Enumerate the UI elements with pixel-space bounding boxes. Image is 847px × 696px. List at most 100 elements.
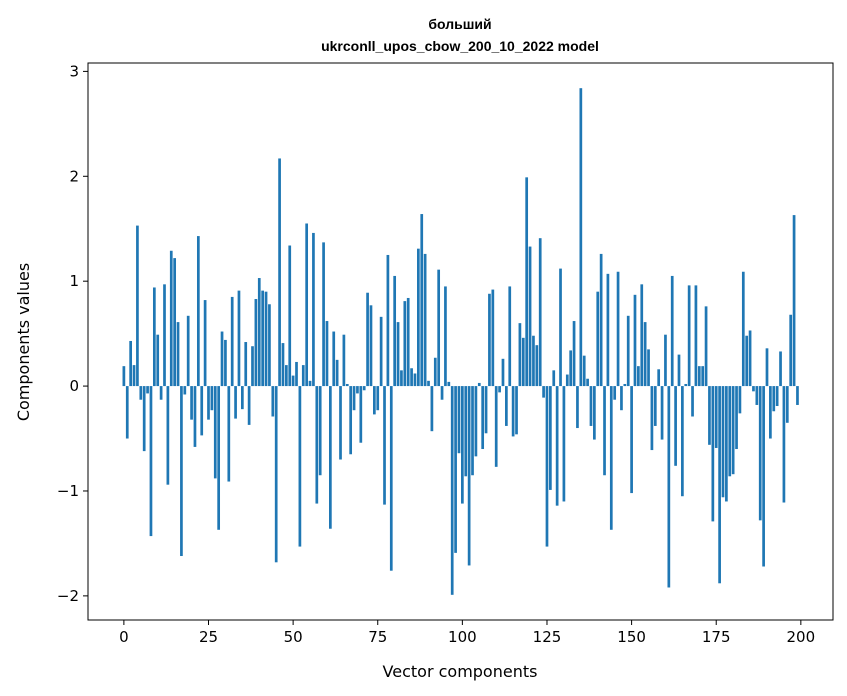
bar-33 xyxy=(234,386,237,419)
bar-63 xyxy=(335,359,339,387)
y-axis-label: Components values xyxy=(14,263,33,421)
bar-97 xyxy=(450,386,454,595)
bar-157 xyxy=(653,386,657,426)
bar-37 xyxy=(247,386,251,425)
x-tick-label: 0 xyxy=(119,628,129,646)
bars-group xyxy=(122,88,799,595)
bar-120 xyxy=(528,246,532,387)
bar-55 xyxy=(308,380,312,387)
bar-88 xyxy=(420,214,424,387)
bar-45 xyxy=(274,386,278,563)
bar-70 xyxy=(359,386,363,443)
bar-110 xyxy=(494,386,498,467)
bar-72 xyxy=(366,292,369,387)
bar-183 xyxy=(741,271,745,387)
bar-56 xyxy=(312,232,315,387)
bar-196 xyxy=(785,386,789,423)
y-tick-label: 0 xyxy=(69,377,79,395)
bar-1 xyxy=(125,386,129,439)
bar-5 xyxy=(139,386,143,400)
bar-127 xyxy=(552,370,556,387)
bar-109 xyxy=(491,289,495,387)
bar-152 xyxy=(637,366,640,387)
bar-25 xyxy=(207,386,210,420)
x-tick-label: 50 xyxy=(284,628,303,646)
bar-36 xyxy=(244,342,248,387)
bar-93 xyxy=(437,269,441,387)
bar-136 xyxy=(582,355,586,387)
bar-81 xyxy=(396,322,400,387)
bar-143 xyxy=(606,273,610,387)
bar-116 xyxy=(515,386,518,435)
bar-128 xyxy=(555,386,559,506)
bar-95 xyxy=(444,286,447,387)
bar-166 xyxy=(684,383,688,387)
bar-60 xyxy=(325,321,329,387)
bar-4 xyxy=(136,225,139,387)
y-tick-label: −2 xyxy=(57,587,79,605)
bar-2 xyxy=(129,340,133,387)
bar-24 xyxy=(203,300,207,387)
bar-47 xyxy=(281,343,285,387)
bar-115 xyxy=(511,386,515,437)
bar-170 xyxy=(697,366,701,387)
bar-161 xyxy=(667,386,671,588)
bar-68 xyxy=(352,386,356,411)
bar-144 xyxy=(609,386,613,530)
bar-53 xyxy=(301,365,305,387)
bar-138 xyxy=(589,386,593,426)
bar-9 xyxy=(152,287,156,387)
bar-49 xyxy=(288,245,292,387)
bar-171 xyxy=(701,366,705,387)
x-tick-label: 75 xyxy=(368,628,387,646)
bar-162 xyxy=(670,275,674,387)
bar-199 xyxy=(796,386,799,405)
bar-64 xyxy=(339,386,342,460)
bar-30 xyxy=(224,339,227,387)
bar-61 xyxy=(328,386,332,529)
y-tick-label: −1 xyxy=(57,482,79,500)
bar-173 xyxy=(708,386,711,445)
bar-80 xyxy=(393,275,397,387)
bar-44 xyxy=(271,386,275,417)
bar-114 xyxy=(508,286,512,387)
bar-38 xyxy=(251,346,254,387)
bar-134 xyxy=(576,386,579,429)
bar-151 xyxy=(633,294,637,387)
bar-158 xyxy=(657,369,661,387)
bar-172 xyxy=(704,306,708,387)
bar-150 xyxy=(630,386,633,494)
bar-169 xyxy=(694,285,698,387)
bar-105 xyxy=(477,382,481,387)
axes-frame xyxy=(87,62,834,621)
bar-178 xyxy=(725,386,728,502)
y-tick-label: 1 xyxy=(69,272,79,290)
bar-186 xyxy=(752,386,755,392)
bar-91 xyxy=(430,386,434,432)
bar-193 xyxy=(775,386,779,407)
bar-147 xyxy=(620,386,623,411)
bar-126 xyxy=(549,386,552,490)
bar-180 xyxy=(731,386,735,475)
bar-123 xyxy=(538,238,542,387)
x-tick-label: 125 xyxy=(533,628,562,646)
bar-16 xyxy=(176,322,180,387)
bar-58 xyxy=(318,386,322,476)
bar-195 xyxy=(782,386,786,503)
bar-78 xyxy=(386,254,390,387)
bar-79 xyxy=(389,386,393,571)
bar-28 xyxy=(217,386,221,530)
bar-154 xyxy=(643,322,647,387)
bar-69 xyxy=(356,386,359,394)
bar-83 xyxy=(403,301,407,387)
bar-160 xyxy=(664,334,667,387)
chart-title-line1: больший xyxy=(428,16,491,32)
bar-140 xyxy=(596,291,600,387)
bar-7 xyxy=(146,386,149,394)
bar-84 xyxy=(406,297,410,387)
x-tick-label: 175 xyxy=(702,628,731,646)
bar-10 xyxy=(156,334,160,387)
bar-167 xyxy=(687,285,691,387)
bar-41 xyxy=(261,290,265,387)
bar-101 xyxy=(464,386,468,477)
